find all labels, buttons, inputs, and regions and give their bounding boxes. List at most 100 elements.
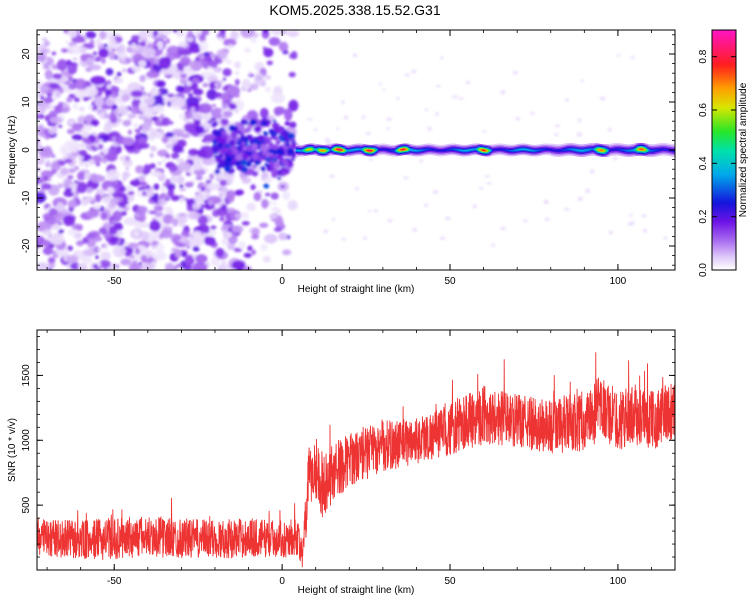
spectrogram-cell: [144, 262, 154, 270]
spectrogram-cell: [77, 262, 88, 270]
spectrogram-cell: [86, 235, 97, 248]
spectrogram-band-cell: [367, 149, 369, 152]
snr-ylabel: SNR (10 * v/v): [7, 418, 18, 482]
spectrogram-band-cell: [648, 149, 650, 152]
spectrogram-cell: [368, 158, 374, 162]
spectrogram-band-cell: [472, 148, 475, 151]
spectrogram-band-cell: [469, 149, 472, 151]
spectrogram-cell: [139, 142, 150, 149]
spectrogram-cell: [157, 198, 167, 206]
spectrogram-cell: [167, 188, 175, 198]
spectrogram-cell: [125, 185, 133, 192]
spectrogram-band-cell: [297, 149, 299, 152]
spectrogram-cell: [153, 45, 159, 50]
spectrogram-cell: [184, 181, 194, 188]
spectrogram-cell: [103, 123, 112, 133]
spectrogram-band-cell: [545, 148, 547, 151]
spectrogram-band-cell: [373, 149, 375, 152]
spectrogram-cell: [363, 236, 368, 240]
spectrogram-band-cell: [315, 149, 318, 151]
spectrogram-band-cell: [556, 149, 558, 152]
spectrogram-cell: [192, 161, 203, 171]
spectrogram-cell: [54, 90, 62, 98]
spectrogram-cell: [260, 243, 268, 251]
spectrogram-cell: [51, 51, 57, 56]
spectrogram-cell: [278, 41, 289, 52]
spectrogram-band-cell: [463, 149, 465, 152]
spectrogram-band-cell: [605, 149, 607, 152]
spectrogram-cell: [199, 145, 215, 159]
spectrogram-cell: [162, 214, 173, 225]
spectrogram-band-cell: [507, 149, 509, 152]
spectrogram-band-cell: [307, 148, 310, 151]
spectrogram-band-cell: [571, 148, 573, 151]
spectrogram-noise-blobs: [37, 30, 668, 270]
spectrogram-cell: [102, 195, 113, 204]
spectrogram-cell: [61, 102, 69, 108]
spectrogram-xlabel: Height of straight line (km): [298, 284, 415, 295]
spectrogram-band-cell: [586, 149, 588, 151]
spectrogram-cell: [143, 106, 154, 118]
spectrogram-band-cell: [639, 148, 642, 151]
spectrogram-cell: [141, 191, 147, 197]
spectrogram-cell: [136, 131, 141, 136]
spectrogram-cell: [491, 243, 496, 247]
spectrogram-band-cell: [494, 148, 496, 151]
spectrogram-band-cell: [531, 149, 534, 152]
spectrogram-cell: [247, 245, 253, 251]
spectrogram-cell: [440, 55, 444, 60]
spectrogram-band-cell: [505, 149, 507, 151]
spectrogram-band-cell: [324, 149, 326, 152]
spectrogram-cell: [281, 159, 289, 166]
spectrogram-panel: -50 0 50 100 -20 -10 0 10 20 Height of straight …: [7, 29, 676, 295]
spectrogram-cell: [40, 95, 45, 100]
spectrogram-cell: [57, 102, 64, 108]
snr-y-tick-label: 500: [21, 496, 32, 513]
colorbar-swatch: [712, 244, 736, 247]
spectrogram-cell: [268, 142, 274, 147]
spectrogram-band-cell: [354, 148, 356, 151]
spectrogram-cell: [324, 137, 330, 142]
spectrogram-band-cell: [329, 149, 331, 151]
spectrogram-cell: [106, 187, 115, 195]
spectrogram-cell: [43, 97, 54, 104]
spectrogram-band-cell: [518, 148, 520, 151]
spectrogram-band-cell: [391, 149, 394, 152]
spectrogram-cell: [233, 61, 242, 69]
spectrogram-band-cell: [512, 149, 514, 152]
colorbar-swatch: [712, 166, 736, 169]
spectrogram-band-cell: [375, 149, 377, 151]
spectrogram-band-cell: [400, 149, 402, 151]
spectrogram-cell: [323, 229, 329, 234]
spectrogram-cell: [121, 94, 131, 102]
colorbar-swatch: [712, 120, 736, 123]
spectrogram-band-cell: [522, 148, 524, 151]
spectrogram-cell: [264, 75, 272, 80]
spectrogram-band-cell: [516, 149, 518, 151]
spectrogram-band-cell: [306, 149, 308, 151]
spectrogram-y-tick-label: 20: [21, 48, 32, 60]
spectrogram-cell: [177, 48, 193, 56]
spectrogram-band-cell: [547, 148, 549, 151]
spectrogram-cell: [153, 205, 164, 212]
spectrogram-cell: [187, 30, 194, 39]
spectrogram-cell: [63, 158, 73, 164]
spectrogram-band-cell: [574, 149, 576, 151]
spectrogram-cell: [37, 78, 42, 83]
colorbar-swatch: [712, 218, 736, 221]
spectrogram-band-cell: [630, 149, 632, 152]
spectrogram-band-cell: [469, 149, 471, 151]
spectrogram-band-cell: [637, 148, 639, 151]
spectrogram-cell: [190, 106, 196, 114]
spectrogram-cell: [277, 176, 282, 181]
spectrogram-cell: [68, 140, 80, 153]
spectrogram-band-cell: [492, 149, 494, 151]
spectrogram-band-cell: [657, 149, 659, 151]
spectrogram-cell: [220, 186, 228, 193]
spectrogram-band-cell: [489, 149, 491, 152]
spectrogram-cell: [404, 73, 410, 77]
spectrogram-cell: [268, 37, 281, 46]
spectrogram-cell: [287, 200, 298, 211]
spectrogram-cell: [180, 251, 188, 257]
spectrogram-cell: [262, 153, 267, 157]
